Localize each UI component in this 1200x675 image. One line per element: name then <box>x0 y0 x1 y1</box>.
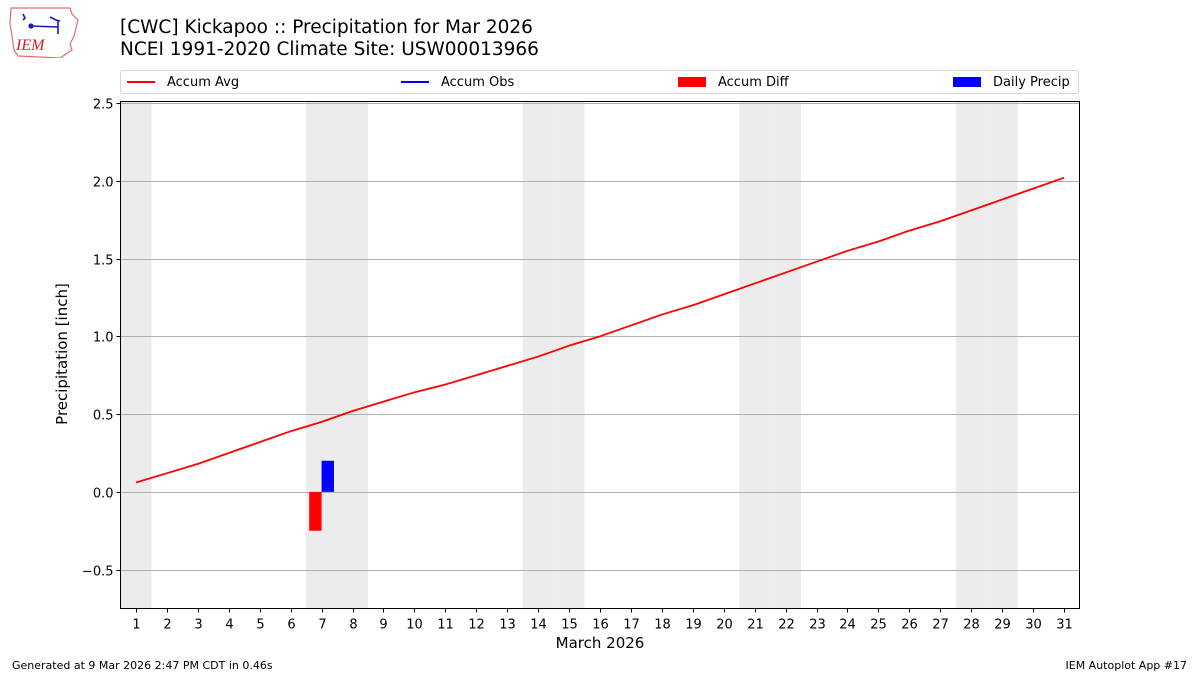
weekend-shade <box>306 101 338 609</box>
y-tick-label: 0.0 <box>93 487 114 502</box>
x-tick-label: 4 <box>225 618 233 633</box>
x-axis-label: March 2026 <box>555 634 645 652</box>
x-tick-label: 2 <box>163 618 171 633</box>
x-tick-label: 15 <box>561 618 578 633</box>
x-tick-label: 14 <box>530 618 547 633</box>
lines <box>135 176 1065 484</box>
y-tick-label: 2.0 <box>93 176 114 191</box>
x-tick-label: 22 <box>778 618 795 633</box>
x-tick-label: 17 <box>623 618 640 633</box>
legend: Accum Avg Accum Obs Accum Diff Daily Pre… <box>120 70 1079 94</box>
x-tick-label: 24 <box>839 618 856 633</box>
x-tick-label: 29 <box>994 618 1011 633</box>
x-tick-label: 13 <box>499 618 516 633</box>
x-tick-label: 21 <box>747 618 764 633</box>
y-tick-label: 2.5 <box>93 98 114 113</box>
x-tick-label: 30 <box>1025 618 1042 633</box>
y-axis-label: Precipitation [inch] <box>53 283 71 425</box>
x-tick-label: 31 <box>1056 618 1073 633</box>
y-tick-label: 0.5 <box>93 409 114 424</box>
x-tick-label: 20 <box>716 618 733 633</box>
legend-item-accum-avg: Accum Avg <box>127 71 239 93</box>
legend-label: Accum Diff <box>718 74 789 90</box>
x-tick-label: 11 <box>437 618 454 633</box>
weekend-shade <box>522 101 554 609</box>
x-tick-label: 7 <box>318 618 326 633</box>
x-axis-ticks: 1 2 3 4 5 6 7 8 9 10 11 12 13 14 15 16 17 18 19 20 21 22 23 24 2… <box>132 608 1073 633</box>
red-line-swatch-icon <box>127 81 155 83</box>
y-axis-ticks: −0.5 0.0 0.5 1.0 1.5 2.0 2.5 <box>82 98 121 580</box>
weekend-shade <box>986 101 1018 609</box>
x-tick-label: 27 <box>932 618 949 633</box>
x-tick-label: 10 <box>406 618 423 633</box>
x-tick-label: 18 <box>654 618 671 633</box>
blue-patch-swatch-icon <box>953 77 981 87</box>
x-tick-label: 1 <box>132 618 140 633</box>
plot-frame <box>120 101 1080 609</box>
anemometer-icon <box>28 23 34 29</box>
legend-label: Daily Precip <box>993 74 1070 90</box>
accum-diff-bar <box>309 491 322 531</box>
blue-line-swatch-icon <box>401 81 429 83</box>
y-tick-label: 1.5 <box>93 254 114 269</box>
generated-timestamp: Generated at 9 Mar 2026 2:47 PM CDT in 0… <box>12 659 273 672</box>
x-tick-label: 25 <box>870 618 887 633</box>
red-patch-swatch-icon <box>678 77 706 87</box>
weekend-shade <box>739 101 771 609</box>
x-tick-label: 26 <box>901 618 918 633</box>
iowa-map-icon: IEM <box>9 7 79 59</box>
weekend-shade <box>770 101 802 609</box>
x-tick-label: 19 <box>685 618 702 633</box>
bars <box>309 460 334 531</box>
legend-item-accum-obs: Accum Obs <box>401 71 514 93</box>
title-line-2: NCEI 1991-2020 Climate Site: USW00013966 <box>120 39 539 60</box>
app-credit: IEM Autoplot App #17 <box>1065 659 1188 672</box>
logo-text: IEM <box>15 37 46 54</box>
x-tick-label: 16 <box>592 618 609 633</box>
weekend-shade <box>955 101 987 609</box>
x-tick-label: 3 <box>194 618 202 633</box>
weekend-shade <box>120 101 152 609</box>
daily-precip-bar <box>321 460 334 492</box>
x-tick-label: 5 <box>256 618 264 633</box>
x-tick-label: 8 <box>349 618 357 633</box>
weekend-shade <box>337 101 368 609</box>
x-tick-label: 23 <box>809 618 826 633</box>
title-line-1: [CWC] Kickapoo :: Precipitation for Mar … <box>120 17 533 38</box>
iem-logo: IEM <box>8 6 80 59</box>
plot-background <box>120 101 1018 609</box>
legend-label: Accum Avg <box>167 74 240 90</box>
legend-item-daily-precip: Daily Precip <box>953 71 1070 93</box>
accum-avg-line <box>135 176 1065 484</box>
legend-label: Accum Obs <box>441 74 515 90</box>
weekend-shade <box>553 101 585 609</box>
y-tick-label: −0.5 <box>82 565 114 580</box>
x-tick-label: 28 <box>963 618 980 633</box>
legend-item-accum-diff: Accum Diff <box>678 71 789 93</box>
y-tick-label: 1.0 <box>93 331 114 346</box>
x-tick-label: 9 <box>379 618 387 633</box>
x-tick-label: 6 <box>287 618 295 633</box>
x-tick-label: 12 <box>468 618 485 633</box>
chart-title: [CWC] Kickapoo :: Precipitation for Mar … <box>120 17 539 61</box>
